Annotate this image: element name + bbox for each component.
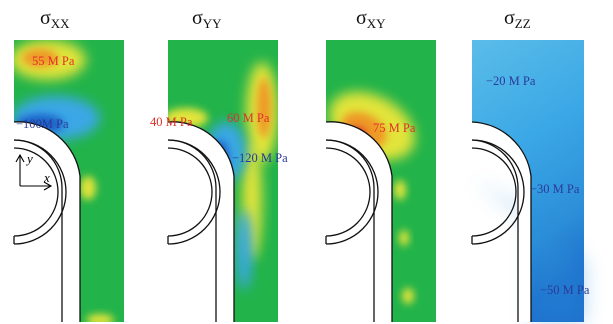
label-szz-minus20: −20 M Pa bbox=[486, 74, 536, 88]
hole-gap-xx bbox=[14, 121, 80, 322]
value-labels: 55 M Pa −100M Pa 40 M Pa 60 M Pa −120 M … bbox=[16, 54, 590, 297]
y-axis-label: y bbox=[25, 151, 33, 166]
hole-gap-xy bbox=[326, 121, 392, 322]
title-sigma-xy: σXY bbox=[356, 7, 386, 31]
hole-gap-yy bbox=[168, 121, 234, 322]
panel-sigma-zz bbox=[472, 40, 584, 322]
label-sxx-55: 55 M Pa bbox=[32, 54, 75, 68]
label-sxy-75: 75 M Pa bbox=[373, 121, 416, 135]
label-syy-40: 40 M Pa bbox=[150, 115, 193, 129]
title-sigma-yy: σYY bbox=[192, 7, 222, 31]
label-sxx-minus100: −100M Pa bbox=[16, 117, 69, 131]
label-szz-minus30: −30 M Pa bbox=[530, 182, 580, 196]
label-szz-minus50: −50 M Pa bbox=[540, 283, 590, 297]
label-syy-60: 60 M Pa bbox=[227, 111, 270, 125]
x-axis-label: x bbox=[43, 170, 50, 185]
hole-outlines bbox=[13, 121, 532, 322]
label-syy-minus120: −120 M Pa bbox=[232, 151, 288, 165]
title-sigma-xx: σXX bbox=[40, 7, 70, 31]
title-sigma-zz: σZZ bbox=[504, 7, 531, 31]
hole-gap-zz bbox=[472, 122, 531, 322]
coordinate-axes bbox=[15, 153, 53, 191]
